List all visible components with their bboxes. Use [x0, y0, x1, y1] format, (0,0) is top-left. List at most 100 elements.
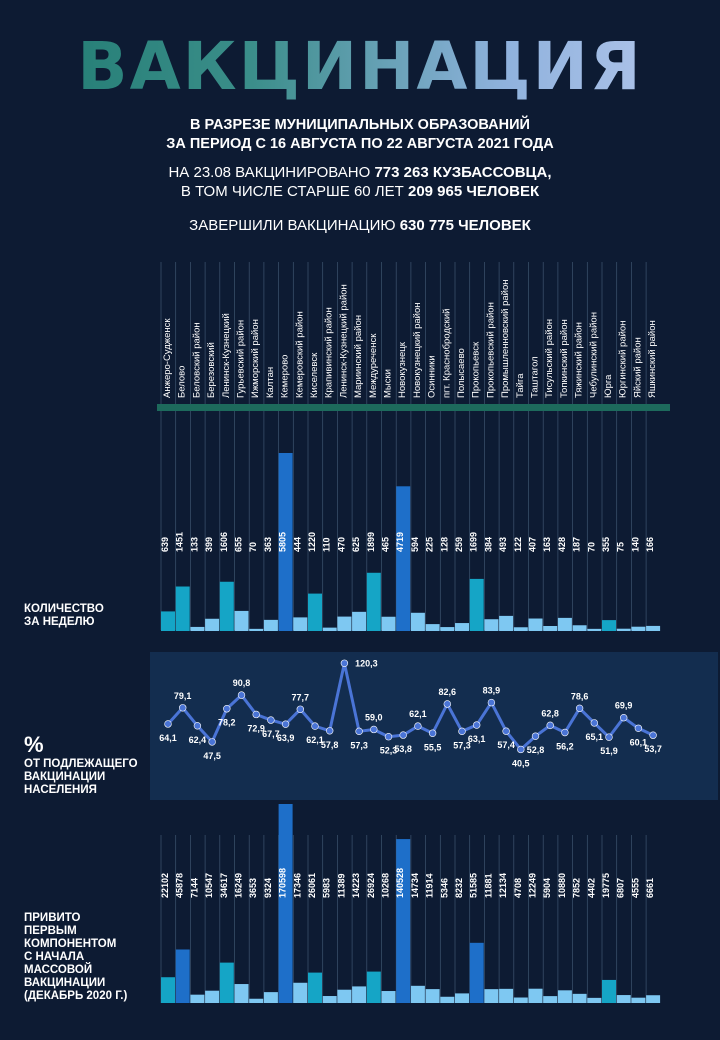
percent-point: [340, 659, 349, 667]
municipality-label: Промышленновский район: [500, 280, 511, 398]
first-component-value-label: 5983: [322, 878, 332, 898]
weekly-bar: [631, 626, 646, 631]
info-over-60-text: В ТОМ ЧИСЛЕ СТАРШЕ 60 ЛЕТ: [180, 183, 408, 200]
weekly-bar: [425, 624, 440, 631]
weekly-value-label: 493: [498, 537, 508, 552]
weekly-value-label: 355: [601, 537, 611, 552]
weekly-bar: [381, 616, 396, 631]
weekly-bar: [175, 586, 190, 631]
weekly-label-line-1: КОЛИЧЕСТВО: [24, 603, 104, 615]
weekly-value-label: 133: [189, 537, 199, 552]
percent-point: [590, 719, 598, 727]
weekly-bar: [572, 625, 587, 631]
percent-value-label: 47,5: [203, 751, 221, 761]
weekly-value-label: 399: [204, 537, 214, 552]
first-component-value-label: 7852: [572, 878, 582, 898]
first-component-value-label: 19775: [601, 873, 611, 898]
percent-point: [428, 729, 437, 737]
municipality-label: Тайга: [515, 373, 526, 398]
municipality-label: Мыски: [383, 369, 394, 398]
municipality-label: Киселевск: [309, 352, 320, 398]
weekly-label-line-2: ЗА НЕДЕЛЮ: [24, 616, 95, 628]
percent-point: [281, 720, 290, 728]
first-component-bar: [293, 982, 308, 1003]
info-completed-value: 630 775 ЧЕЛОВЕК: [399, 217, 531, 234]
first-component-value-label: 5904: [542, 878, 552, 898]
percent-value-label: 63,1: [468, 734, 486, 744]
weekly-value-label: 1220: [307, 532, 317, 552]
first-component-value-label: 14223: [351, 873, 361, 898]
percent-label-line-2: ВАКЦИНАЦИИ: [24, 771, 106, 783]
weekly-bar: [469, 578, 484, 631]
weekly-bar: [234, 610, 249, 631]
first-label-line-4: С НАЧАЛА: [24, 951, 85, 963]
percent-panel: [150, 652, 718, 800]
percent-point: [252, 710, 260, 719]
weekly-value-label: 5805: [278, 532, 288, 552]
municipality-label: Мариинский район: [353, 315, 364, 398]
municipality-label: Топкинский район: [559, 319, 570, 398]
first-component-value-label: 4402: [586, 878, 596, 898]
weekly-bar: [499, 615, 514, 631]
weekly-bar: [528, 618, 543, 631]
percent-value-label: 67,7: [262, 729, 280, 739]
percent-value-label: 63,9: [277, 733, 295, 743]
weekly-bar: [337, 616, 352, 631]
municipality-label: Крапивинский район: [324, 307, 335, 398]
municipality-label: Новокузнецкий район: [412, 302, 423, 398]
weekly-value-label: 384: [483, 537, 493, 552]
weekly-value-label: 655: [234, 537, 244, 552]
percent-value-label: 40,5: [512, 758, 530, 768]
percent-value-label: 78,2: [218, 718, 236, 728]
percent-point: [458, 727, 466, 736]
first-component-bar: [455, 993, 469, 1003]
municipality-label: Березовский: [206, 342, 217, 398]
first-label-line-6: ВАКЦИНАЦИИ: [24, 977, 106, 989]
first-component-bar: [513, 997, 528, 1003]
first-component-bar: [308, 972, 322, 1003]
first-component-value-label: 11914: [425, 873, 435, 898]
weekly-bar: [646, 625, 661, 631]
municipality-label: Кемерово: [280, 355, 291, 398]
percent-point: [370, 725, 378, 734]
subtitle-line-1: В РАЗРЕЗЕ МУНИЦИПАЛЬНЫХ ОБРАЗОВАНИЙ: [190, 117, 530, 133]
weekly-bar: [322, 627, 337, 631]
municipality-label: Таштагол: [530, 356, 541, 398]
first-component-value-label: 10547: [204, 873, 214, 898]
municipality-label: Кемеровский район: [294, 311, 305, 398]
first-component-bar: [381, 991, 396, 1003]
percent-value-label: 60,1: [630, 737, 648, 747]
weekly-bar: [410, 612, 425, 631]
weekly-bar: [161, 611, 175, 631]
first-component-bar: [175, 949, 190, 1003]
municipality-label: Анжеро-Судженск: [162, 318, 173, 398]
percent-point: [193, 722, 202, 730]
weekly-value-label: 70: [248, 542, 258, 552]
percent-value-label: 52,8: [527, 745, 545, 755]
percent-value-label: 82,6: [439, 687, 457, 697]
weekly-bar: [543, 626, 558, 631]
first-component-bar: [499, 988, 514, 1003]
first-component-bar: [234, 984, 249, 1003]
municipality-label: Чебулинский район: [588, 312, 599, 398]
percent-value-label: 57,4: [497, 740, 515, 750]
percent-point: [399, 731, 407, 739]
weekly-bar: [616, 628, 631, 631]
percent-label-line-1: ОТ ПОДЛЕЖАЩЕГО: [24, 758, 138, 770]
first-component-value-label: 51585: [469, 873, 479, 898]
percent-point: [531, 732, 540, 740]
weekly-bar: [396, 486, 411, 631]
first-component-bar: [205, 990, 220, 1003]
weekly-value-label: 444: [292, 537, 302, 552]
first-component-value-label: 17346: [292, 873, 302, 898]
percent-point: [605, 733, 613, 741]
percent-value-label: 53,7: [644, 744, 662, 754]
percent-point: [179, 704, 187, 712]
weekly-bar: [190, 626, 205, 631]
municipality-label: Беловский район: [191, 322, 202, 398]
first-component-value-label: 26061: [307, 873, 317, 898]
percent-point: [384, 733, 393, 741]
info-over-60: В ТОМ ЧИСЛЕ СТАРШЕ 60 ЛЕТ 209 965 ЧЕЛОВЕ…: [0, 182, 720, 201]
info-over-60-value: 209 965 ЧЕЛОВЕК: [407, 183, 540, 200]
percent-value-label: 72,9: [247, 723, 265, 733]
